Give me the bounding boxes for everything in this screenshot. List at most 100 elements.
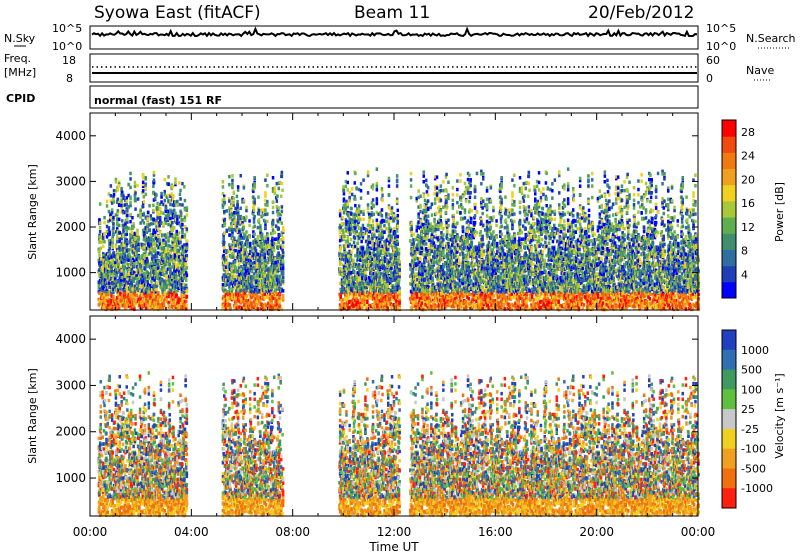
heatmap-cell xyxy=(143,245,146,249)
nave-tick-bottom: 0 xyxy=(706,72,713,85)
heatmap-cell xyxy=(233,201,236,205)
heatmap-cell xyxy=(180,214,183,218)
heatmap-cell xyxy=(186,209,189,213)
nave-tick-top: 60 xyxy=(706,54,720,67)
heatmap-cell xyxy=(99,202,102,206)
heatmap-cell xyxy=(136,229,139,233)
heatmap-cell xyxy=(126,290,129,294)
heatmap-cell xyxy=(167,175,170,179)
heatmap-cell xyxy=(181,203,184,207)
heatmap-cell xyxy=(112,246,115,250)
heatmap-cell xyxy=(231,287,234,291)
heatmap-cell xyxy=(145,182,148,186)
heatmap-cell xyxy=(131,216,134,220)
heatmap-cell xyxy=(137,197,140,201)
heatmap-cell xyxy=(233,192,236,196)
heatmap-cell xyxy=(176,230,179,234)
heatmap-cell xyxy=(150,237,153,241)
heatmap-cell xyxy=(226,229,229,233)
heatmap-cell xyxy=(112,233,115,237)
heatmap-cell xyxy=(120,269,123,273)
heatmap-cell xyxy=(228,199,231,203)
heatmap-cell xyxy=(133,308,136,312)
cpid-label: CPID xyxy=(6,92,35,105)
freq-label-2: [MHz] xyxy=(4,66,36,79)
heatmap-cell xyxy=(108,247,111,251)
heatmap-cell xyxy=(156,255,159,259)
heatmap-cell xyxy=(234,260,237,264)
heatmap-cell xyxy=(117,209,120,213)
heatmap-cell xyxy=(186,239,189,243)
heatmap-cell xyxy=(123,270,126,274)
rti-plot: Syowa East (fitACF) Beam 11 20/Feb/2012 … xyxy=(0,0,800,554)
heatmap-cell xyxy=(179,193,182,197)
heatmap-cell xyxy=(229,303,232,307)
heatmap-cell xyxy=(143,200,146,204)
heatmap-cell xyxy=(185,284,188,288)
nsearch-tick-bottom: 10^0 xyxy=(706,40,736,53)
heatmap-cell xyxy=(118,184,121,188)
heatmap-cell xyxy=(108,226,111,230)
nsky-tick-bottom: 10^0 xyxy=(52,40,82,53)
heatmap-cell xyxy=(155,288,158,292)
heatmap-cell xyxy=(184,219,187,223)
heatmap-cell xyxy=(181,218,184,222)
heatmap-cell xyxy=(228,175,231,179)
heatmap-cell xyxy=(169,289,172,293)
heatmap-cell xyxy=(181,223,184,227)
heatmap-cell xyxy=(110,184,113,188)
heatmap-cell xyxy=(145,250,148,254)
heatmap-cell xyxy=(110,216,113,220)
nsky-trace xyxy=(92,29,697,36)
heatmap-cell xyxy=(139,216,142,220)
heatmap-cell xyxy=(112,222,115,226)
heatmap-cell xyxy=(145,187,148,191)
heatmap-cell xyxy=(174,181,177,185)
heatmap-cell xyxy=(134,199,137,203)
heatmap-cell xyxy=(157,235,160,239)
heatmap-cell xyxy=(172,185,175,189)
heatmap-cell xyxy=(228,183,231,187)
heatmap-cell xyxy=(164,190,167,194)
heatmap-cell xyxy=(156,281,159,285)
heatmap-cell xyxy=(118,203,121,207)
heatmap-cell xyxy=(142,189,145,193)
heatmap-cell xyxy=(147,211,150,215)
heatmap-cell xyxy=(110,194,113,198)
heatmap-cell xyxy=(231,179,234,183)
heatmap-cell xyxy=(136,184,139,188)
heatmap-cell xyxy=(176,200,179,204)
heatmap-cell xyxy=(152,204,155,208)
heatmap-cell xyxy=(173,204,176,208)
heatmap-cell xyxy=(108,232,111,236)
heatmap-cell xyxy=(138,236,141,240)
heatmap-cell xyxy=(134,207,137,211)
heatmap-cell xyxy=(126,218,129,222)
heatmap-cell xyxy=(136,232,139,236)
heatmap-cell xyxy=(224,218,227,222)
heatmap-cell xyxy=(100,236,103,240)
heatmap-cell xyxy=(99,230,102,234)
heatmap-cell xyxy=(117,188,120,192)
nsky-panel xyxy=(90,26,698,49)
heatmap-cell xyxy=(98,284,101,288)
heatmap-cell xyxy=(169,245,172,249)
heatmap-cell xyxy=(183,185,186,189)
heatmap-cell xyxy=(122,195,125,199)
heatmap-cell xyxy=(234,275,237,279)
heatmap-cell xyxy=(145,193,148,197)
heatmap-cell xyxy=(233,236,236,240)
heatmap-cell xyxy=(147,218,150,222)
heatmap-cell xyxy=(159,239,162,243)
heatmap-cell xyxy=(173,226,176,230)
heatmap-cell xyxy=(181,235,184,239)
station-title: Syowa East (fitACF) xyxy=(94,3,261,23)
heatmap-cell xyxy=(154,197,157,201)
heatmap-cell xyxy=(185,300,188,304)
heatmap-cell xyxy=(184,199,187,203)
heatmap-cell xyxy=(181,230,184,234)
heatmap-cell xyxy=(136,294,139,298)
heatmap-cell xyxy=(164,178,167,182)
heatmap-cell xyxy=(224,222,227,226)
nsearch-tick-top: 10^5 xyxy=(706,22,736,35)
